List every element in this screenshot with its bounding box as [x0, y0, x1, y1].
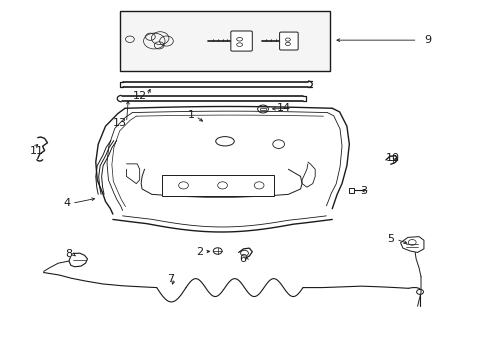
Text: 11: 11	[30, 146, 44, 156]
Polygon shape	[400, 237, 423, 252]
Text: 9: 9	[423, 35, 430, 45]
Text: 6: 6	[239, 254, 245, 264]
Text: 10: 10	[386, 153, 399, 163]
Text: 14: 14	[276, 103, 290, 113]
FancyBboxPatch shape	[279, 32, 298, 50]
Bar	[120, 12, 329, 71]
Bar	[260, 108, 265, 111]
Text: 4: 4	[63, 198, 70, 208]
Text: 12: 12	[132, 91, 146, 101]
Text: 3: 3	[360, 186, 366, 196]
Text: 5: 5	[386, 234, 393, 244]
Text: 2: 2	[196, 247, 203, 257]
Bar	[348, 188, 353, 193]
Text: 13: 13	[113, 118, 127, 128]
FancyBboxPatch shape	[230, 31, 252, 51]
Bar	[161, 175, 273, 196]
Text: 1: 1	[187, 111, 194, 121]
Text: 7: 7	[166, 274, 174, 284]
Text: 8: 8	[65, 248, 72, 258]
